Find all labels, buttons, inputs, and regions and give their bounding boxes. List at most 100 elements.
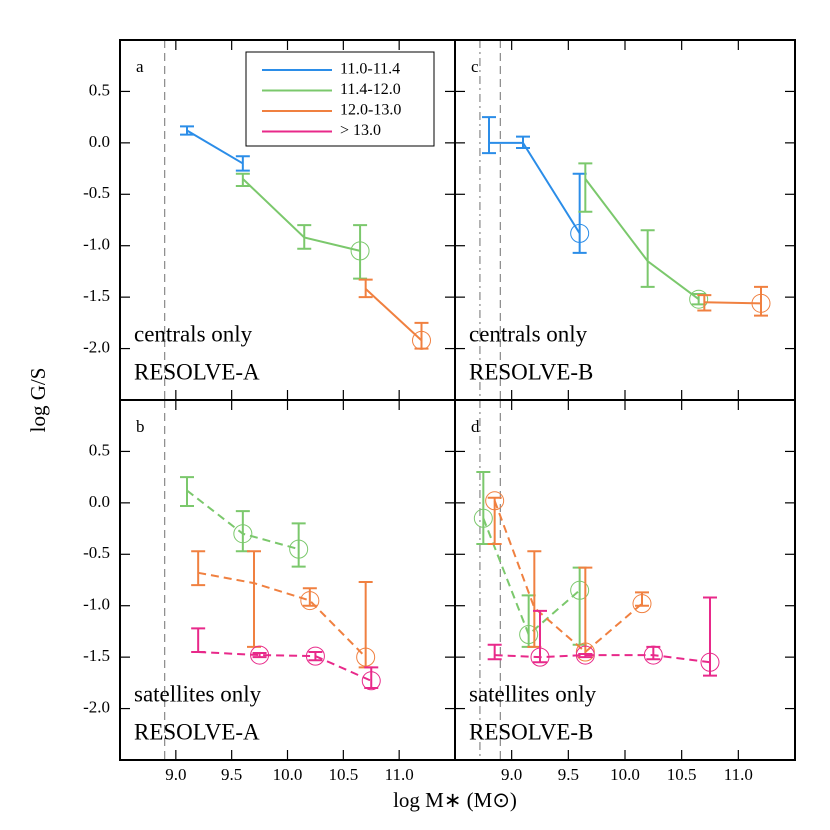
error-bar: [516, 135, 530, 149]
point-circle: [643, 645, 663, 665]
point-circle: [233, 524, 253, 544]
x-tick-label: 10.5: [328, 765, 358, 784]
point-circle: [575, 645, 595, 665]
point-circle: [350, 241, 370, 261]
y-tick-label: -1.5: [83, 646, 110, 665]
error-bar: [235, 155, 250, 172]
error-bar: [308, 651, 323, 662]
y-tick-label: -0.5: [83, 543, 110, 562]
point-circle: [361, 671, 381, 691]
error-bar: [646, 645, 661, 661]
point-circle: [632, 594, 652, 614]
panel-note: RESOLVE-A: [134, 719, 260, 744]
panel-label: b: [136, 417, 145, 436]
error-bar: [527, 550, 542, 648]
legend-box: [245, 51, 435, 147]
y-tick-label: 0.0: [89, 132, 110, 151]
series-line: [364, 288, 423, 342]
point-circle: [300, 591, 320, 611]
error-bar: [180, 476, 194, 507]
error-bar: [247, 550, 261, 648]
point-circle: [305, 646, 325, 666]
y-tick-label: -1.0: [83, 235, 110, 254]
y-tick-label: -2.0: [83, 337, 110, 356]
point-circle: [412, 330, 431, 350]
series-line: [198, 651, 372, 682]
error-bar: [291, 522, 306, 568]
y-axis-label: log G/S: [26, 368, 50, 433]
error-bar: [358, 278, 373, 299]
series-line: [242, 178, 361, 252]
x-tick-label: 10.5: [667, 765, 697, 784]
error-bar: [487, 496, 502, 545]
x-tick-label: 9.5: [558, 765, 579, 784]
point-circle: [689, 289, 709, 309]
x-axis-label: log M∗ (M⊙): [393, 788, 517, 812]
panel-frame: [454, 399, 796, 761]
error-bar: [578, 162, 593, 213]
error-bar: [482, 116, 496, 155]
panel-note: centrals only: [134, 321, 253, 346]
error-bar: [302, 587, 317, 607]
error-bar: [578, 653, 593, 659]
error-bar: [487, 643, 502, 661]
x-tick-label: 9.0: [501, 765, 522, 784]
series-line: [186, 129, 244, 165]
y-tick-label: -2.0: [83, 697, 110, 716]
panel-label: d: [471, 417, 480, 436]
series-line: [584, 178, 700, 301]
error-bar: [533, 609, 547, 664]
point-circle: [356, 647, 376, 667]
legend-label: 11.0-11.4: [340, 61, 400, 78]
x-tick-label: 10.0: [273, 765, 303, 784]
series-line: [197, 571, 367, 658]
x-tick-label: 11.0: [724, 765, 753, 784]
series-line: [482, 517, 581, 637]
y-tick-label: -1.0: [83, 595, 110, 614]
error-bar: [191, 627, 206, 653]
point-circle: [289, 539, 309, 559]
panel-note: RESOLVE-B: [469, 359, 593, 384]
x-tick-label: 9.5: [221, 765, 242, 784]
legend-label: 11.4-12.0: [340, 81, 401, 98]
legend-label: 12.0-13.0: [340, 102, 401, 119]
error-bar: [697, 294, 712, 312]
series-line: [494, 654, 711, 664]
panel-note: satellites only: [469, 681, 597, 706]
legend: 11.0-11.4 11.4-12.0 12.0-13.0 > 13.0: [245, 51, 435, 147]
point-circle: [570, 580, 590, 600]
error-bar: [180, 125, 194, 136]
series-line: [493, 500, 643, 654]
error-bar: [252, 652, 267, 659]
panel-label: a: [136, 57, 144, 76]
y-tick-label: 0.0: [89, 492, 110, 511]
panel-note: RESOLVE-A: [134, 359, 260, 384]
panel-note: centrals only: [469, 321, 588, 346]
x-tick-label: 9.0: [165, 765, 186, 784]
error-bar: [235, 172, 250, 188]
panel-note: RESOLVE-B: [469, 719, 593, 744]
y-tick-label: -1.5: [83, 286, 110, 305]
error-bar: [703, 596, 717, 677]
point-circle: [250, 645, 270, 665]
y-tick-label: 0.5: [89, 440, 110, 459]
error-bar: [297, 224, 312, 250]
x-tick-label: 11.0: [385, 765, 414, 784]
legend-label: > 13.0: [340, 122, 381, 139]
series-line: [489, 141, 581, 234]
panel-label: c: [471, 57, 479, 76]
error-bar: [191, 550, 206, 587]
x-tick-label: 10.0: [610, 765, 640, 784]
y-tick-label: -0.5: [83, 183, 110, 202]
y-tick-label: 0.5: [89, 80, 110, 99]
error-bar: [640, 229, 655, 288]
point-circle: [700, 652, 720, 672]
error-bar: [353, 224, 368, 280]
point-circle: [575, 642, 595, 662]
point-circle: [485, 491, 505, 511]
point-circle: [473, 508, 493, 528]
point-circle: [570, 223, 590, 243]
point-circle: [751, 293, 771, 313]
panel-note: satellites only: [134, 681, 262, 706]
